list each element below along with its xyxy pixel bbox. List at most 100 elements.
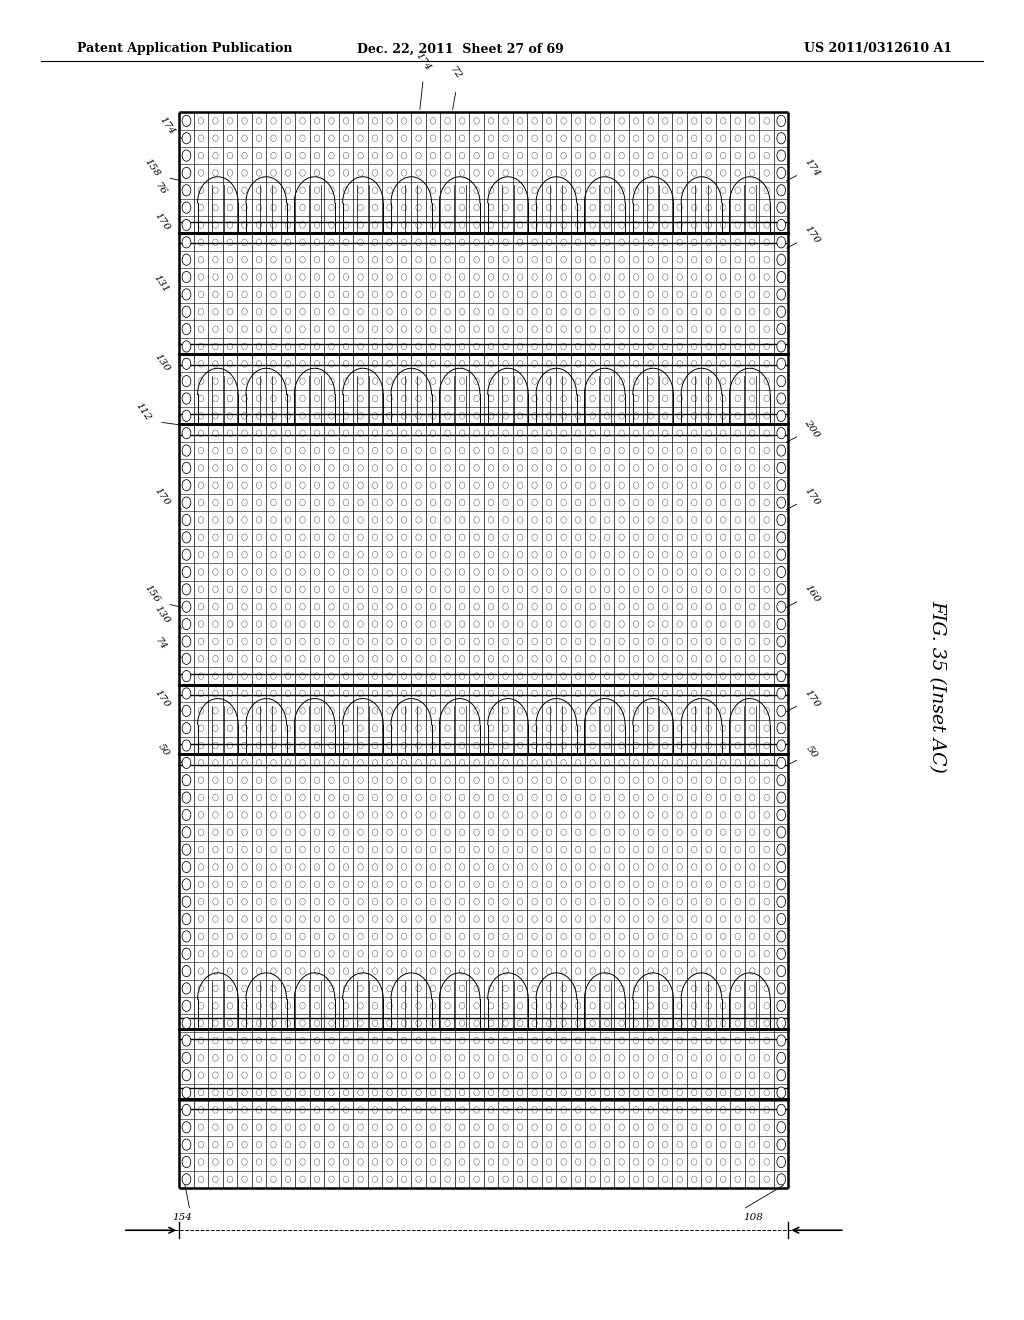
Circle shape	[777, 619, 785, 630]
Circle shape	[182, 358, 190, 370]
Circle shape	[182, 1018, 190, 1028]
Circle shape	[182, 1156, 190, 1168]
Circle shape	[777, 341, 785, 352]
Circle shape	[777, 289, 785, 300]
Circle shape	[182, 532, 190, 543]
Circle shape	[777, 168, 785, 178]
Circle shape	[777, 428, 785, 438]
Circle shape	[182, 566, 190, 578]
Circle shape	[182, 1122, 190, 1133]
Circle shape	[182, 479, 190, 491]
Circle shape	[182, 843, 190, 855]
Circle shape	[182, 1139, 190, 1150]
Circle shape	[182, 272, 190, 282]
Circle shape	[182, 132, 190, 144]
Circle shape	[182, 393, 190, 404]
Text: 74: 74	[154, 636, 168, 652]
Circle shape	[182, 445, 190, 457]
Circle shape	[777, 1069, 785, 1081]
Circle shape	[777, 323, 785, 335]
Text: 170: 170	[153, 486, 171, 507]
Circle shape	[182, 809, 190, 821]
Circle shape	[182, 306, 190, 317]
Circle shape	[182, 150, 190, 161]
Circle shape	[777, 411, 785, 421]
Circle shape	[777, 741, 785, 751]
Text: 154: 154	[172, 1213, 193, 1221]
Text: 170: 170	[153, 688, 171, 709]
Circle shape	[777, 376, 785, 387]
Text: 112: 112	[134, 401, 153, 422]
Circle shape	[182, 862, 190, 873]
Circle shape	[182, 289, 190, 300]
Circle shape	[182, 653, 190, 664]
Circle shape	[182, 705, 190, 717]
Circle shape	[777, 1018, 785, 1028]
Circle shape	[777, 983, 785, 994]
Circle shape	[182, 376, 190, 387]
Circle shape	[777, 948, 785, 960]
Circle shape	[182, 236, 190, 248]
Text: 158: 158	[142, 157, 161, 178]
Circle shape	[182, 462, 190, 474]
Circle shape	[182, 1035, 190, 1047]
Text: 50: 50	[157, 742, 171, 758]
Circle shape	[777, 515, 785, 525]
Circle shape	[182, 515, 190, 525]
Circle shape	[182, 498, 190, 508]
Circle shape	[182, 688, 190, 700]
Circle shape	[777, 775, 785, 785]
Circle shape	[182, 323, 190, 335]
Text: Patent Application Publication: Patent Application Publication	[77, 42, 292, 55]
Circle shape	[182, 341, 190, 352]
Circle shape	[777, 1105, 785, 1115]
Circle shape	[182, 1086, 190, 1098]
Circle shape	[777, 1156, 785, 1168]
Circle shape	[182, 722, 190, 734]
Circle shape	[182, 549, 190, 560]
Circle shape	[777, 479, 785, 491]
Text: 130: 130	[153, 352, 171, 374]
Text: 174: 174	[158, 115, 176, 136]
Circle shape	[182, 775, 190, 785]
Circle shape	[777, 498, 785, 508]
Circle shape	[777, 1122, 785, 1133]
Circle shape	[777, 636, 785, 647]
Circle shape	[182, 913, 190, 924]
Circle shape	[777, 879, 785, 890]
Text: FIG. 35 (Inset AC): FIG. 35 (Inset AC)	[928, 601, 946, 772]
Bar	[179, 112, 788, 1188]
Circle shape	[777, 843, 785, 855]
Circle shape	[182, 219, 190, 231]
Text: 50: 50	[805, 744, 819, 760]
Circle shape	[777, 722, 785, 734]
Circle shape	[182, 411, 190, 421]
Circle shape	[777, 913, 785, 924]
Circle shape	[777, 393, 785, 404]
Circle shape	[777, 150, 785, 161]
Circle shape	[182, 1069, 190, 1081]
Circle shape	[777, 462, 785, 474]
Circle shape	[777, 1086, 785, 1098]
Text: 174: 174	[414, 51, 432, 73]
Circle shape	[777, 965, 785, 977]
Circle shape	[182, 1173, 190, 1185]
Circle shape	[182, 965, 190, 977]
Text: 130: 130	[153, 605, 171, 626]
Text: 170: 170	[803, 688, 821, 709]
Circle shape	[182, 253, 190, 265]
Circle shape	[182, 428, 190, 438]
Text: Dec. 22, 2011  Sheet 27 of 69: Dec. 22, 2011 Sheet 27 of 69	[357, 42, 564, 55]
Text: 174: 174	[803, 157, 821, 178]
Circle shape	[777, 862, 785, 873]
Circle shape	[182, 758, 190, 768]
Text: 170: 170	[803, 224, 821, 246]
Circle shape	[777, 253, 785, 265]
Circle shape	[777, 705, 785, 717]
Circle shape	[777, 566, 785, 578]
Circle shape	[777, 1001, 785, 1011]
Text: US 2011/0312610 A1: US 2011/0312610 A1	[804, 42, 952, 55]
Circle shape	[777, 826, 785, 838]
Text: 170: 170	[803, 486, 821, 507]
Circle shape	[182, 1001, 190, 1011]
